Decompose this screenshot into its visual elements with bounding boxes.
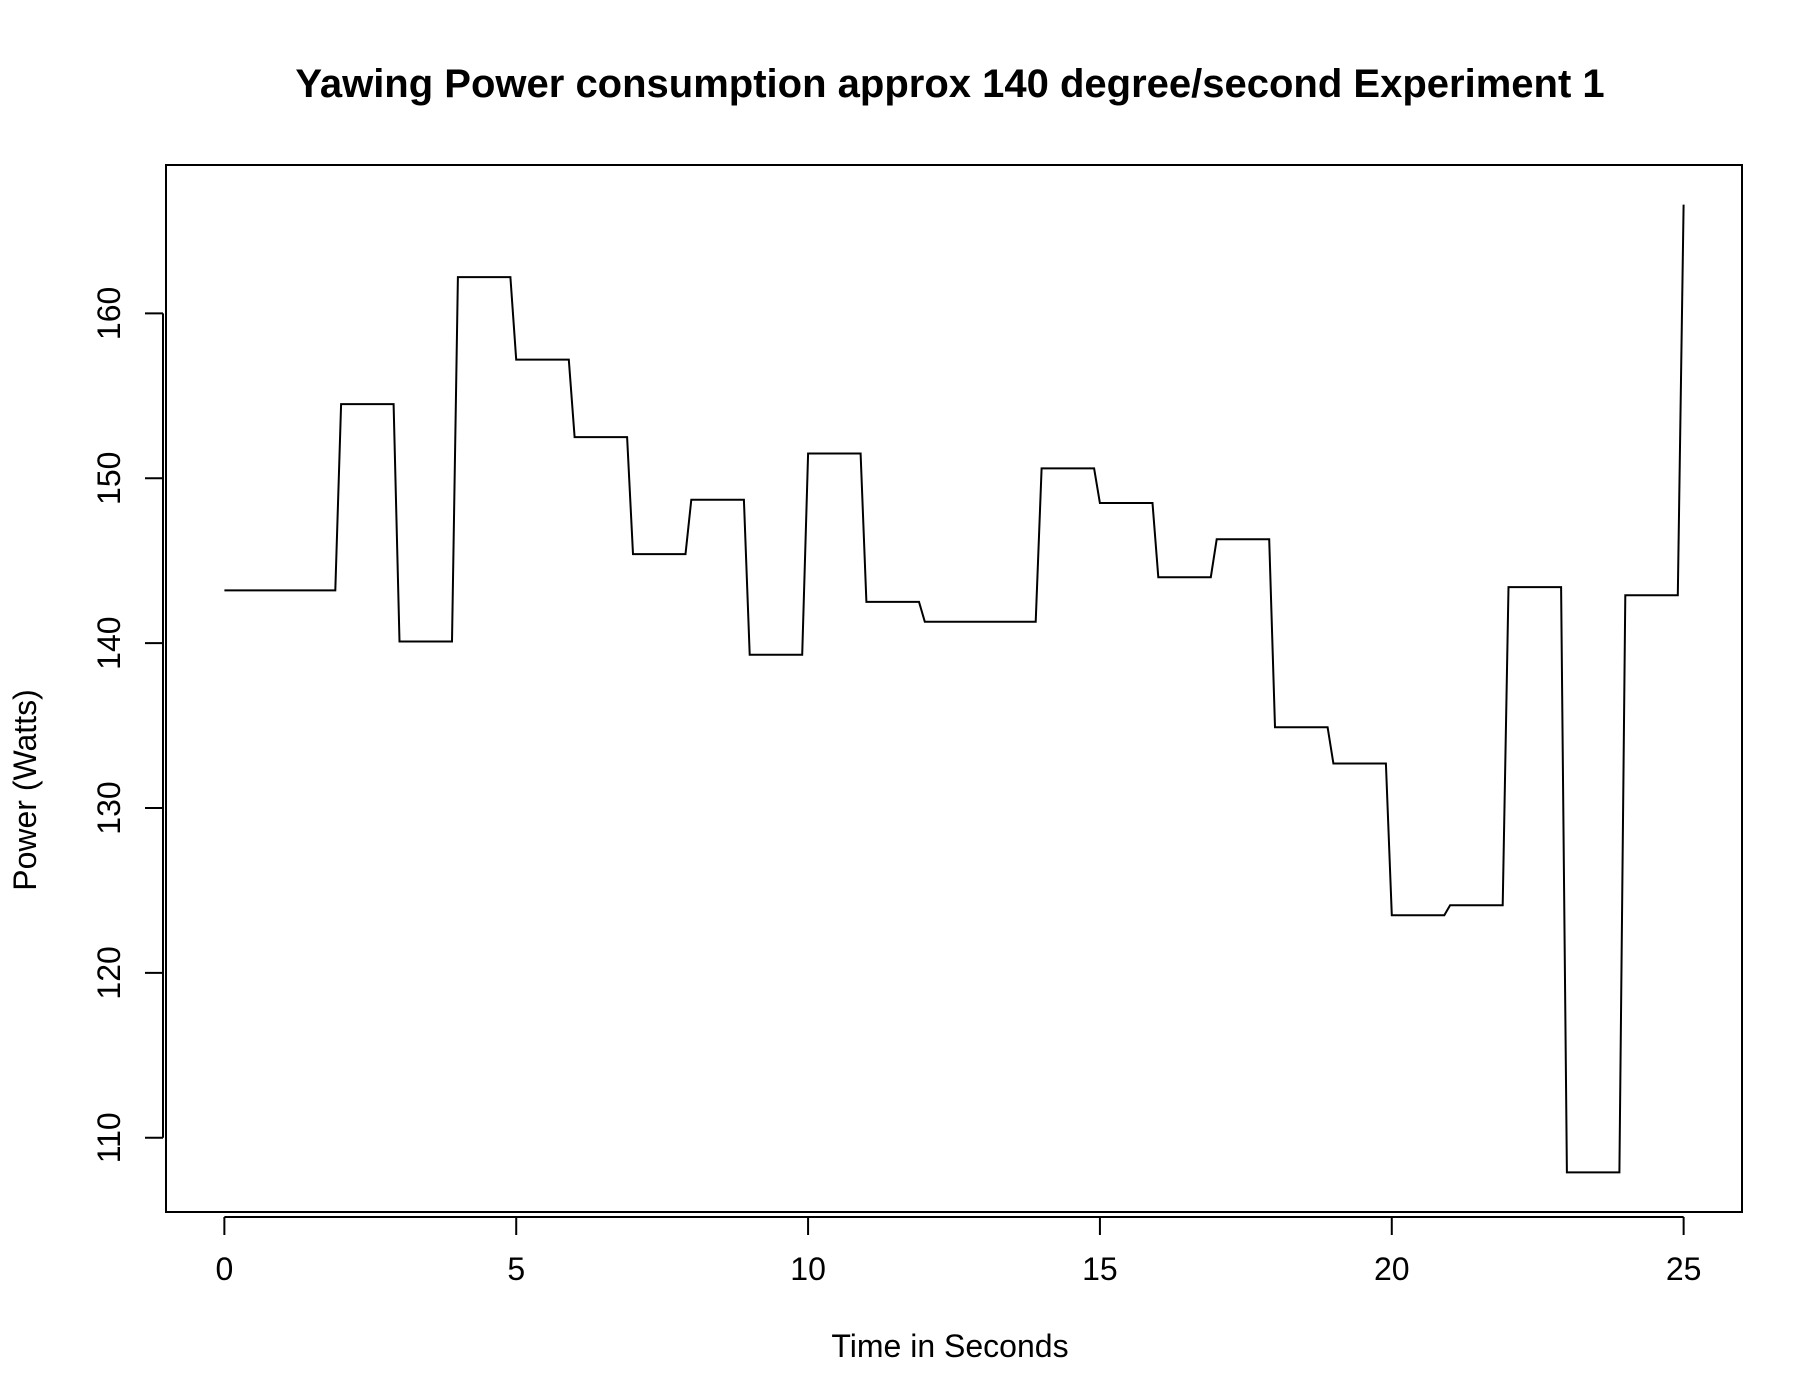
x-tick-label: 5 xyxy=(507,1251,525,1287)
y-tick-label: 160 xyxy=(91,287,127,340)
x-tick-label: 15 xyxy=(1082,1251,1118,1287)
x-tick-label: 10 xyxy=(790,1251,826,1287)
x-tick-label: 25 xyxy=(1666,1251,1702,1287)
x-axis-label: Time in Seconds xyxy=(831,1328,1068,1364)
y-tick-label: 120 xyxy=(91,946,127,999)
series-line xyxy=(224,204,1685,1174)
x-tick-label: 20 xyxy=(1374,1251,1410,1287)
chart-title: Yawing Power consumption approx 140 degr… xyxy=(295,62,1604,106)
y-tick-label: 130 xyxy=(91,781,127,834)
x-axis: 0 5 10 15 20 25 xyxy=(215,1216,1702,1287)
y-tick-label: 140 xyxy=(91,616,127,669)
y-tick-label: 150 xyxy=(91,452,127,505)
y-tick-label: 110 xyxy=(91,1112,127,1163)
x-tick-label: 0 xyxy=(215,1251,233,1287)
y-axis: 110 120 130 140 150 160 xyxy=(91,287,164,1163)
y-axis-label: Power (Watts) xyxy=(7,689,43,891)
plot-frame xyxy=(165,164,1743,1213)
